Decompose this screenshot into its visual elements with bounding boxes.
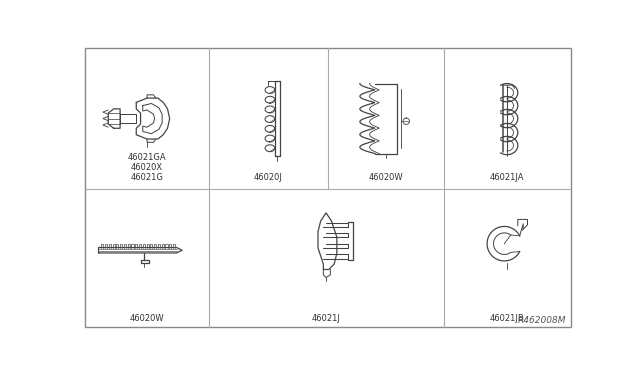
Text: R462008M: R462008M — [518, 316, 566, 325]
Text: 46020W: 46020W — [369, 173, 403, 183]
Text: 46021J: 46021J — [312, 314, 340, 323]
Text: 46021JA: 46021JA — [490, 173, 524, 183]
Text: 46021JB: 46021JB — [490, 314, 524, 323]
Text: 46020J: 46020J — [254, 173, 283, 183]
Text: 46020W: 46020W — [130, 314, 164, 323]
Text: 46021GA
46020X
46021G: 46021GA 46020X 46021G — [128, 153, 166, 183]
